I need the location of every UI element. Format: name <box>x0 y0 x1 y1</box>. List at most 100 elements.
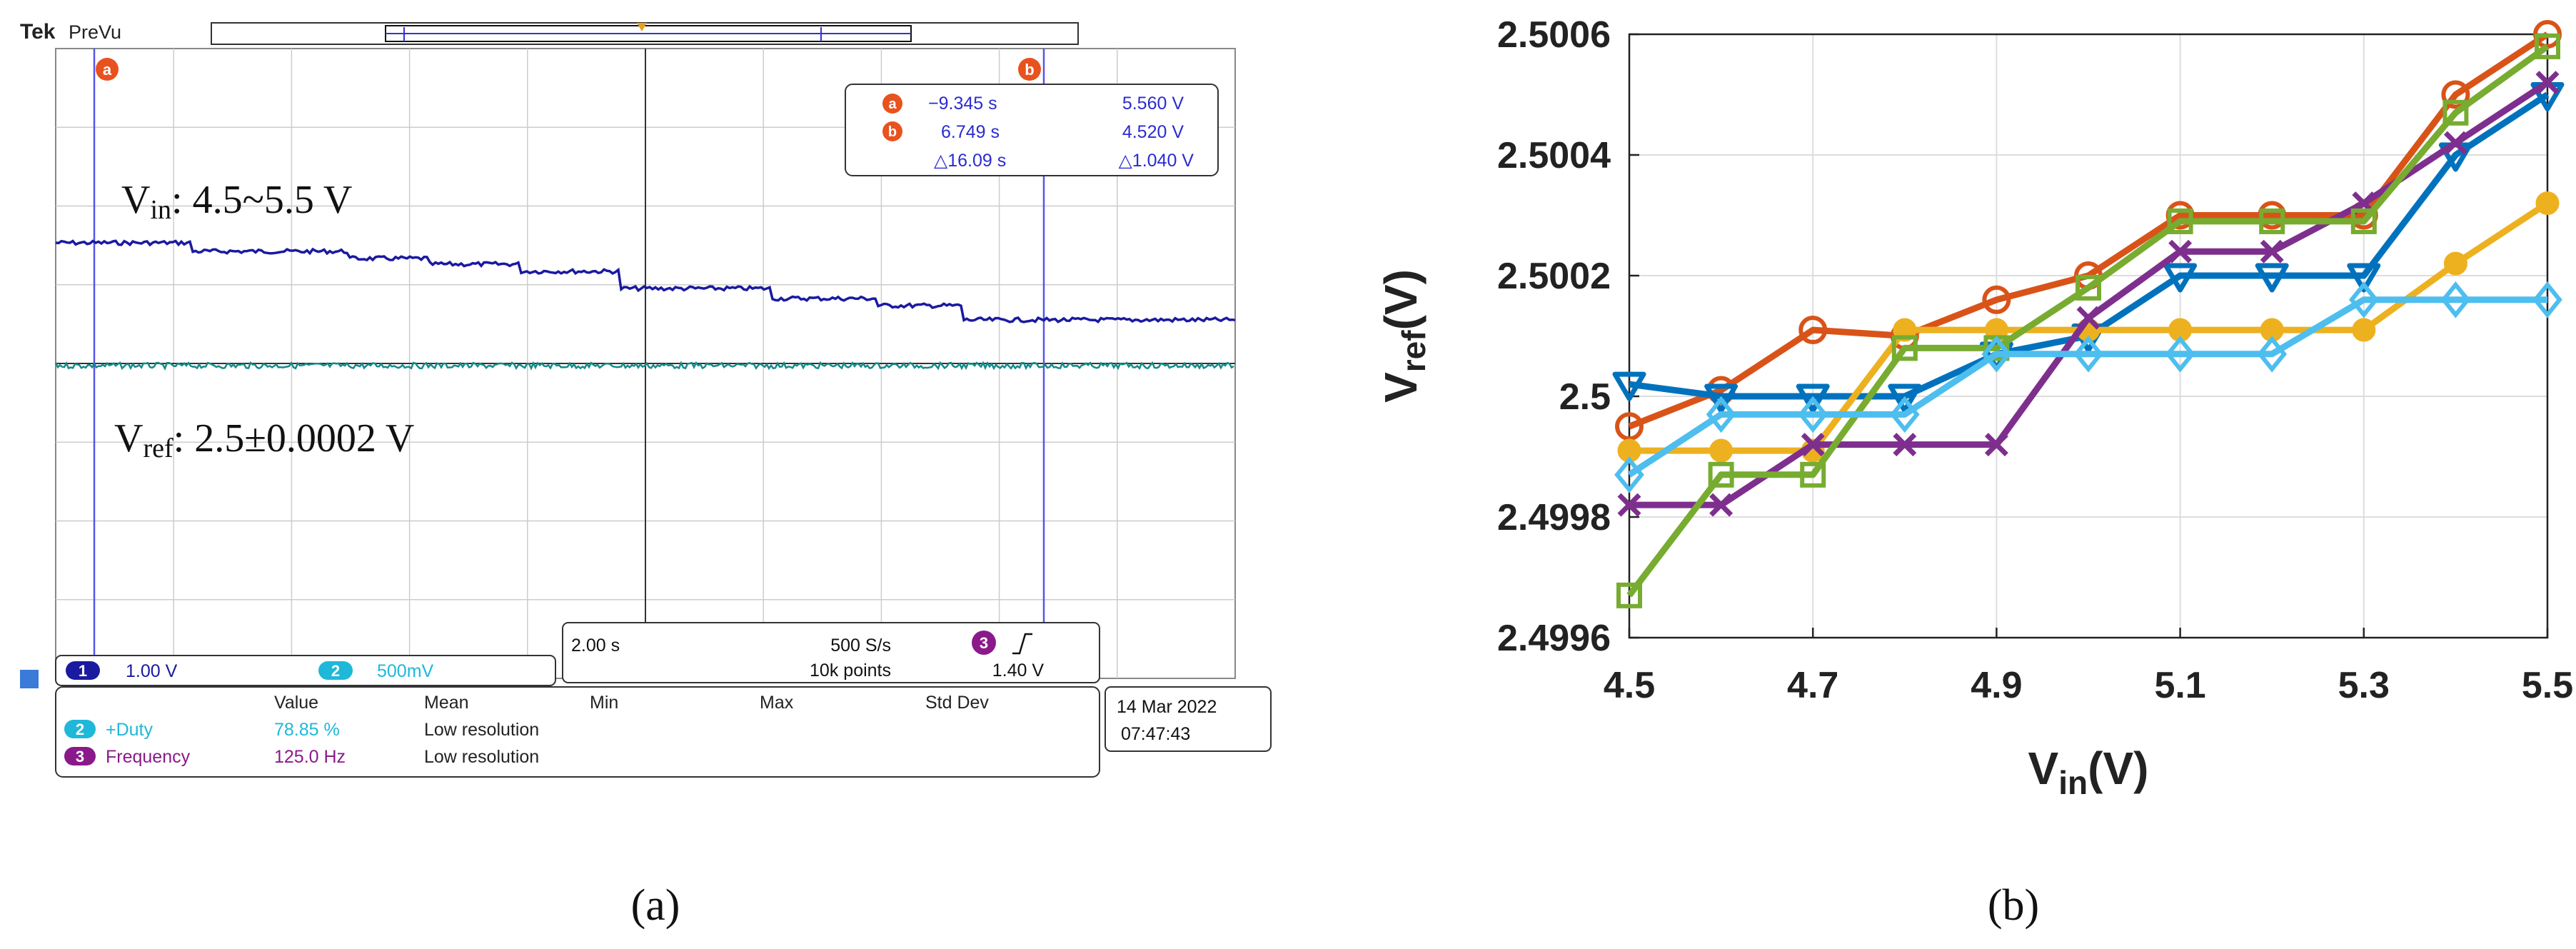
data-point <box>2532 281 2562 318</box>
readout-a-time: −9.345 s <box>928 94 997 114</box>
data-point <box>2255 263 2289 293</box>
data-point <box>2165 336 2195 373</box>
data-point <box>1888 383 1922 413</box>
trigger-channel-badge[interactable] <box>972 631 996 655</box>
data-point <box>1615 412 1644 441</box>
measure-header-max: Max <box>760 693 794 713</box>
ch1-badge[interactable] <box>66 661 100 680</box>
ch1-waveform <box>55 239 1236 324</box>
readout-a-icon <box>882 94 902 114</box>
data-point <box>2347 263 2381 293</box>
data-point <box>1709 493 1734 517</box>
cursor-b-marker-label: b <box>1025 61 1034 79</box>
data-point <box>1708 461 1734 488</box>
ch1-badge-label: 1 <box>79 662 87 680</box>
measure-duty-name: +Duty <box>106 720 154 740</box>
series-line <box>1627 296 2547 478</box>
measure-duty-note: Low resolution <box>424 720 539 740</box>
line-chart-panel: 2.4996 2.4998 2.5 2.5002 2.5004 2.5006 4.5 4.7… <box>1375 14 2573 930</box>
data-point <box>1614 456 1644 493</box>
plot-frame <box>1628 33 2549 639</box>
data-point <box>2535 191 2560 216</box>
data-point <box>2443 131 2467 155</box>
cursor-b-marker-icon[interactable] <box>1018 58 1041 81</box>
ch1-scale: 1.00 V <box>126 661 178 681</box>
readout-b-icon <box>882 121 902 141</box>
data-point <box>2076 306 2100 330</box>
data-point <box>1800 461 1826 488</box>
readout-a-volt: 5.560 V <box>1122 94 1184 114</box>
data-point <box>1801 433 1825 457</box>
data-point <box>1889 396 1920 433</box>
data-point <box>2073 336 2103 373</box>
x-tick-label: 5.5 <box>2522 665 2573 706</box>
data-point <box>2352 318 2376 342</box>
series-group <box>1612 20 2565 608</box>
measure-row-frequency[interactable]: 3 Frequency 125.0 Hz Low resolution <box>64 747 539 767</box>
ch2-scale: 500mV <box>377 661 434 681</box>
trigger-level: 1.40 V <box>992 661 1045 681</box>
readout-b-time: 6.749 s <box>941 122 1000 142</box>
caption-a: (a) <box>631 881 680 930</box>
data-point <box>1704 383 1739 413</box>
data-point <box>2535 33 2560 59</box>
readout-delta-volt: △1.040 V <box>1119 151 1194 171</box>
data-point <box>1798 316 1828 345</box>
record-length: 10k points <box>810 661 891 681</box>
timebase-box: 2.00 s 500 S/s 10k points 3 1.40 V <box>562 622 1100 683</box>
measure-duty-badge-label: 2 <box>76 720 84 738</box>
y-tick-label: 2.5006 <box>1497 14 1611 56</box>
measure-duty-badge <box>64 720 96 738</box>
ch2-badge[interactable] <box>318 661 353 680</box>
measure-row-duty[interactable]: 2 +Duty 78.85 % Low resolution <box>64 720 539 740</box>
data-point <box>1706 396 1736 433</box>
time-label: 07:47:43 <box>1121 724 1190 744</box>
data-point <box>2257 336 2288 373</box>
data-point <box>2168 239 2193 263</box>
series-circle <box>1615 20 2562 441</box>
y-axis-label: Vref(V) <box>1375 269 1432 403</box>
y-tick-label: 2.5 <box>1559 376 1611 418</box>
readout-b-volt: 4.520 V <box>1122 122 1184 142</box>
x-tick-labels: 4.5 4.7 4.9 5.1 5.3 5.5 <box>1604 628 2573 706</box>
series-triangle-down <box>1612 82 2565 413</box>
data-point <box>1891 335 1918 361</box>
measure-header-value: Value <box>274 693 318 713</box>
trigger-position-icon <box>637 23 647 31</box>
y-tick-labels: 2.4996 2.4998 2.5 2.5002 2.5004 2.5006 <box>1497 14 1639 659</box>
timebase-div: 2.00 s <box>571 636 620 656</box>
oscilloscope-panel: Tek PreVu a b a b −9.345 s 5.560 V 6.749… <box>20 20 1272 930</box>
readout-delta-time: △16.09 s <box>934 151 1006 171</box>
mode-label: PreVu <box>69 21 121 43</box>
data-point <box>2260 239 2284 263</box>
data-point <box>2259 208 2285 234</box>
brand-label: Tek <box>20 20 56 44</box>
data-point <box>2167 208 2193 234</box>
data-point <box>2442 99 2469 126</box>
measure-header-min: Min <box>590 693 618 713</box>
x-tick-label: 4.5 <box>1604 665 1655 706</box>
data-point <box>2350 208 2377 234</box>
sample-rate: 500 S/s <box>830 636 891 656</box>
data-point <box>1893 433 1917 457</box>
measure-freq-badge-label: 3 <box>76 748 84 765</box>
measure-freq-name: Frequency <box>106 747 191 767</box>
data-point <box>1981 336 2012 373</box>
ch1-ground-marker-icon[interactable] <box>20 670 39 688</box>
data-point <box>1982 285 2011 314</box>
series-circle-filled <box>1617 191 2560 463</box>
data-point <box>1709 438 1734 463</box>
measure-duty-value: 78.85 % <box>274 720 340 740</box>
caption-b: (b) <box>1988 881 2039 930</box>
data-point <box>2163 263 2198 293</box>
x-tick-label: 4.7 <box>1787 665 1838 706</box>
readout-b-icon-label: b <box>888 124 897 140</box>
cursor-a-marker-icon[interactable] <box>96 58 119 81</box>
data-point <box>2348 281 2379 318</box>
series-square <box>1616 33 2560 608</box>
series-diamond <box>1614 281 2562 493</box>
y-tick-label: 2.4996 <box>1497 618 1611 659</box>
data-point <box>2441 80 2470 109</box>
data-point <box>2076 274 2101 301</box>
